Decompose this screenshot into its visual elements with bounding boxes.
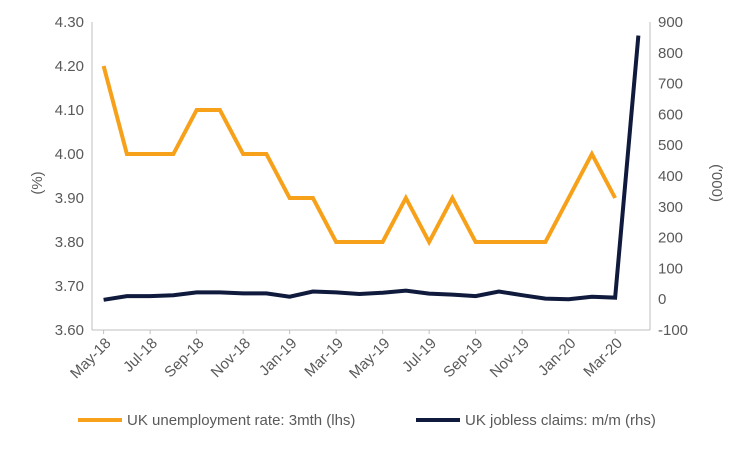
x-tick-label: May-18 [67, 335, 114, 382]
right-tick-label: 100 [658, 260, 683, 277]
jobless-claims-line [103, 35, 641, 302]
left-axis-ticks: 3.60 3.70 3.80 3.90 4.00 4.10 4.20 4.30 [55, 14, 84, 339]
right-tick-label: 900 [658, 14, 683, 31]
x-tick-label: Jul-19 [399, 335, 440, 376]
x-tick-label: Sep-19 [440, 335, 486, 381]
legend-label-jobless-claims: UK jobless claims: m/m (rhs) [465, 412, 656, 429]
unemployment-rate-line [101, 65, 617, 247]
left-tick-label: 4.10 [55, 102, 84, 119]
x-tick-label: Jan-20 [535, 335, 579, 379]
right-tick-label: 700 [658, 76, 683, 93]
axes [91, 22, 651, 331]
x-tick-label: Jan-19 [256, 335, 300, 379]
right-axis-ticks: -100 0 100 200 300 400 500 600 700 800 900 [658, 14, 688, 339]
left-tick-label: 4.30 [55, 14, 84, 31]
right-tick-label: -100 [658, 322, 688, 339]
x-tick-label: Mar-19 [301, 335, 347, 381]
legend-label-unemployment: UK unemployment rate: 3mth (lhs) [127, 412, 355, 429]
left-tick-label: 4.00 [55, 146, 84, 163]
legend: UK unemployment rate: 3mth (lhs) UK jobl… [78, 412, 656, 429]
x-tick-label: May-19 [346, 335, 393, 382]
x-tick-label: Nov-19 [487, 335, 533, 381]
right-tick-label: 500 [658, 137, 683, 154]
left-tick-label: 3.80 [55, 234, 84, 251]
right-axis-title: ('000) [708, 164, 725, 202]
right-tick-label: 300 [658, 199, 683, 216]
left-axis-title: (%) [29, 171, 46, 194]
right-tick-label: 200 [658, 230, 683, 247]
series-lines [101, 35, 641, 302]
left-tick-label: 3.70 [55, 278, 84, 295]
right-tick-label: 400 [658, 168, 683, 185]
x-tick-label: Mar-20 [580, 335, 626, 381]
right-tick-label: 600 [658, 106, 683, 123]
left-tick-label: 3.90 [55, 190, 84, 207]
left-tick-label: 4.20 [55, 58, 84, 75]
x-tick-label: Jul-18 [120, 335, 161, 376]
left-tick-label: 3.60 [55, 322, 84, 339]
x-tick-label: Nov-18 [208, 335, 254, 381]
right-tick-label: 0 [658, 291, 666, 308]
x-tick-label: Sep-18 [161, 335, 207, 381]
x-axis-ticks: May-18 Jul-18 Sep-18 Nov-18 Jan-19 Mar-19 May-… [67, 330, 626, 382]
right-tick-label: 800 [658, 45, 683, 62]
